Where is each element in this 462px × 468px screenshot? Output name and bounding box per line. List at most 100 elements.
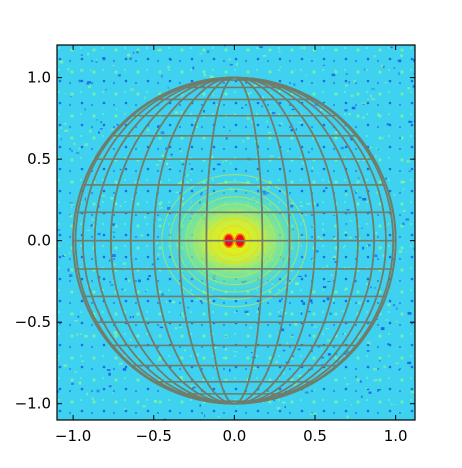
heatmap-speckle xyxy=(69,214,73,218)
heatmap-speckle xyxy=(379,246,383,248)
heatmap-speckle xyxy=(114,263,116,266)
heatmap-speckle xyxy=(294,322,298,326)
heatmap-speckle xyxy=(320,238,324,241)
heatmap-speckle xyxy=(323,64,325,66)
x-tick-label: 0.5 xyxy=(303,427,327,445)
heatmap-speckle xyxy=(326,297,330,301)
heatmap-speckle xyxy=(160,131,165,135)
heatmap-speckle xyxy=(96,119,98,121)
heatmap-speckle xyxy=(329,312,332,315)
heatmap-speckle xyxy=(346,383,349,386)
heatmap-speckle xyxy=(185,181,189,184)
heatmap-speckle xyxy=(358,196,362,199)
x-tick-label: −1.0 xyxy=(55,427,91,445)
heatmap-speckle xyxy=(74,320,78,322)
heatmap-speckle xyxy=(379,359,381,362)
heatmap-speckle xyxy=(225,136,228,140)
heatmap-speckle xyxy=(190,380,194,382)
heatmap-speckle xyxy=(333,237,337,240)
heatmap-speckle xyxy=(346,350,349,354)
heatmap-speckle xyxy=(259,46,263,49)
heatmap-speckle xyxy=(183,315,185,318)
heatmap-speckle xyxy=(70,96,72,98)
heatmap-speckle xyxy=(161,74,163,78)
heatmap-speckle xyxy=(328,180,330,183)
heatmap-speckle xyxy=(217,163,221,166)
heatmap-speckle xyxy=(129,88,134,91)
heatmap-speckle xyxy=(413,248,415,250)
heatmap-speckle xyxy=(370,94,373,98)
heatmap-speckle xyxy=(69,202,74,204)
heatmap-speckle xyxy=(208,299,212,302)
heatmap-speckle xyxy=(385,177,387,180)
heatmap-speckle xyxy=(59,60,64,64)
heatmap-speckle xyxy=(357,237,361,241)
heatmap-speckle xyxy=(376,191,380,194)
heatmap-speckle xyxy=(181,163,185,166)
heatmap-speckle xyxy=(187,307,190,309)
heatmap-speckle xyxy=(99,276,101,279)
heatmap-speckle xyxy=(355,190,358,192)
plot-area xyxy=(57,45,415,420)
heatmap-speckle xyxy=(334,261,339,263)
heatmap-speckle xyxy=(138,279,141,283)
heatmap-speckle xyxy=(373,55,377,58)
heatmap-speckle xyxy=(112,64,115,67)
heatmap-speckle xyxy=(358,301,361,305)
heatmap-speckle xyxy=(119,168,122,171)
heatmap-speckle xyxy=(402,210,406,212)
heatmap-speckle xyxy=(311,166,314,170)
heatmap-speckle xyxy=(410,390,415,394)
heatmap-speckle xyxy=(130,339,132,341)
heatmap-speckle xyxy=(63,123,67,125)
heatmap-speckle xyxy=(223,45,226,47)
heatmap-speckle xyxy=(122,368,127,371)
heatmap-speckle xyxy=(69,251,71,255)
heatmap-speckle xyxy=(157,125,161,128)
heatmap-speckle xyxy=(325,265,328,268)
heatmap-speckle xyxy=(346,415,350,419)
heatmap-speckle xyxy=(387,343,390,346)
heatmap-speckle xyxy=(123,408,127,410)
heatmap-speckle xyxy=(115,108,118,111)
heatmap-speckle xyxy=(275,360,279,363)
heatmap-speckle xyxy=(384,82,388,84)
heatmap-speckle xyxy=(195,125,199,128)
heatmap-speckle xyxy=(304,391,309,394)
heatmap-speckle xyxy=(258,47,260,50)
heatmap-speckle xyxy=(348,236,352,239)
heatmap-speckle xyxy=(143,96,146,100)
heatmap-speckle xyxy=(199,404,201,407)
heatmap-speckle xyxy=(375,318,379,320)
heatmap-speckle xyxy=(286,342,289,345)
heatmap-speckle xyxy=(242,140,245,143)
heatmap-speckle xyxy=(71,382,74,385)
heatmap-speckle xyxy=(111,223,116,226)
heatmap-speckle xyxy=(78,381,82,385)
heatmap-speckle xyxy=(88,85,91,88)
heatmap-speckle xyxy=(302,46,306,50)
heatmap-speckle xyxy=(365,387,369,389)
heatmap-speckle xyxy=(366,283,369,286)
heatmap-speckle xyxy=(179,150,182,153)
heatmap-speckle xyxy=(209,75,214,79)
axes-frame xyxy=(56,44,416,421)
heatmap-speckle xyxy=(347,266,350,269)
heatmap-speckle xyxy=(145,317,149,320)
heatmap-speckle xyxy=(398,250,403,253)
heatmap-speckle xyxy=(129,316,132,319)
heatmap-speckle xyxy=(154,379,156,383)
heatmap-speckle xyxy=(174,111,179,114)
axis-tick-labels: −1.0 −0.5 0.0 0.5 1.0 −1.0 −0.5 0.0 0.5 1.0 xyxy=(15,69,408,445)
heatmap-speckle xyxy=(139,234,144,237)
heatmap-speckle xyxy=(344,223,348,225)
y-tick-label: −0.5 xyxy=(15,313,51,331)
heatmap-speckle xyxy=(210,155,214,159)
heatmap-speckle xyxy=(281,401,286,404)
heatmap-speckle xyxy=(199,300,203,303)
heatmap-speckle xyxy=(57,358,59,361)
heatmap-speckle xyxy=(368,391,372,394)
heatmap-speckle xyxy=(402,222,405,226)
heatmap-speckle xyxy=(70,150,73,152)
heatmap-speckle xyxy=(279,122,283,126)
